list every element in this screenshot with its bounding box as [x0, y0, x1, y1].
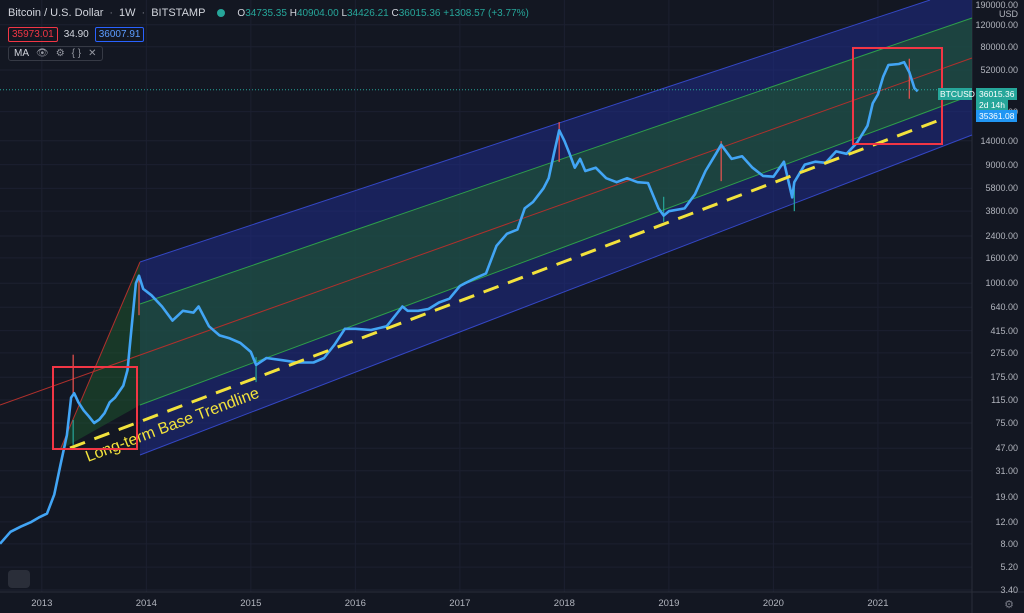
price-tick: 5800.00 [985, 183, 1018, 194]
time-tick: 2019 [658, 598, 680, 609]
price-tick: 80000.00 [980, 41, 1018, 52]
exchange: BITSTAMP [151, 7, 206, 19]
price-series-line [0, 60, 919, 545]
price-tick: 12.00 [995, 516, 1018, 527]
price-tick: 8.00 [1000, 538, 1018, 549]
spread: 34.90 [63, 29, 89, 40]
highlight-box-2013 [52, 366, 138, 450]
regression-channels [0, 0, 973, 456]
outer-channel-bottom [139, 134, 973, 456]
symbol-price-label: BTCUSD [938, 88, 975, 100]
time-tick: 2021 [867, 598, 889, 609]
currency-label: USD [998, 9, 1018, 19]
time-tick: 2014 [135, 598, 157, 609]
trade-panel: 35973.01 34.90 36007.91 [8, 27, 145, 42]
time-tick: 2016 [344, 598, 366, 609]
price-tick: 115.00 [991, 394, 1018, 405]
outer-channel-top [139, 0, 931, 263]
price-tick: 5.20 [1000, 562, 1018, 573]
price-tick: 47.00 [995, 443, 1018, 454]
price-tick: 31.00 [995, 465, 1018, 476]
symbol-name[interactable]: Bitcoin / U.S. Dollar [8, 7, 104, 19]
eye-icon[interactable]: 👁 [36, 48, 49, 59]
inner-channel-top [139, 17, 973, 305]
time-tick: 2013 [31, 598, 53, 609]
close-icon[interactable]: ✕ [88, 48, 97, 59]
price-tick: 275.00 [990, 347, 1018, 358]
inner-channel-band [140, 18, 972, 405]
price-tick: 3800.00 [985, 206, 1018, 217]
settings-icon[interactable]: ⚙ [55, 48, 65, 59]
price-tick: 75.00 [995, 418, 1018, 429]
time-tick: 2015 [240, 598, 262, 609]
price-tick: 1000.00 [985, 278, 1018, 289]
price-tick: 19.00 [995, 492, 1018, 503]
tradingview-logo [8, 570, 30, 588]
regression-midline [0, 57, 973, 406]
time-tick: 2018 [553, 598, 575, 609]
bar-countdown: 2d 14h [976, 99, 1008, 111]
ohlc-values: O34735.35 H40904.00 L34426.21 C36015.36 … [237, 7, 529, 19]
inner-channel-bottom [139, 94, 973, 406]
indicator-legend[interactable]: MA 👁 ⚙ { } ✕ [8, 46, 103, 61]
price-tick: 175.00 [990, 372, 1018, 383]
ma-value-label: 35361.08 [976, 110, 1018, 122]
price-tick: 415.00 [990, 325, 1018, 336]
time-tick: 2017 [449, 598, 471, 609]
price-tick: 120000.00 [975, 19, 1018, 30]
price-tick: 3.40 [1000, 585, 1018, 595]
buy-button[interactable]: 36007.91 [94, 27, 145, 42]
sell-button[interactable]: 35973.01 [8, 27, 58, 42]
indicator-name: MA [14, 48, 29, 59]
interval[interactable]: 1W [119, 7, 136, 19]
price-tick: 640.00 [990, 302, 1018, 313]
symbol-header: Bitcoin / U.S. Dollar · 1W · BITSTAMP O3… [8, 7, 529, 19]
chart-settings-icon[interactable]: ⚙ [1004, 599, 1014, 611]
price-axis-top: 190000.00 [975, 0, 1018, 10]
price-tick: 1600.00 [985, 252, 1018, 263]
source-code-icon[interactable]: { } [71, 48, 82, 59]
current-price-label: 36015.36 [976, 88, 1018, 100]
price-tick: 14000.00 [980, 135, 1018, 146]
market-status-icon [217, 9, 226, 17]
early-regression-line [59, 261, 141, 451]
price-tick: 9000.00 [985, 159, 1018, 170]
price-tick: 52000.00 [980, 64, 1018, 75]
price-change: +1308.57 (+3.77%) [443, 7, 529, 19]
candle-wicks [72, 58, 910, 445]
price-tick: 2400.00 [985, 230, 1018, 241]
time-tick: 2020 [762, 598, 784, 609]
